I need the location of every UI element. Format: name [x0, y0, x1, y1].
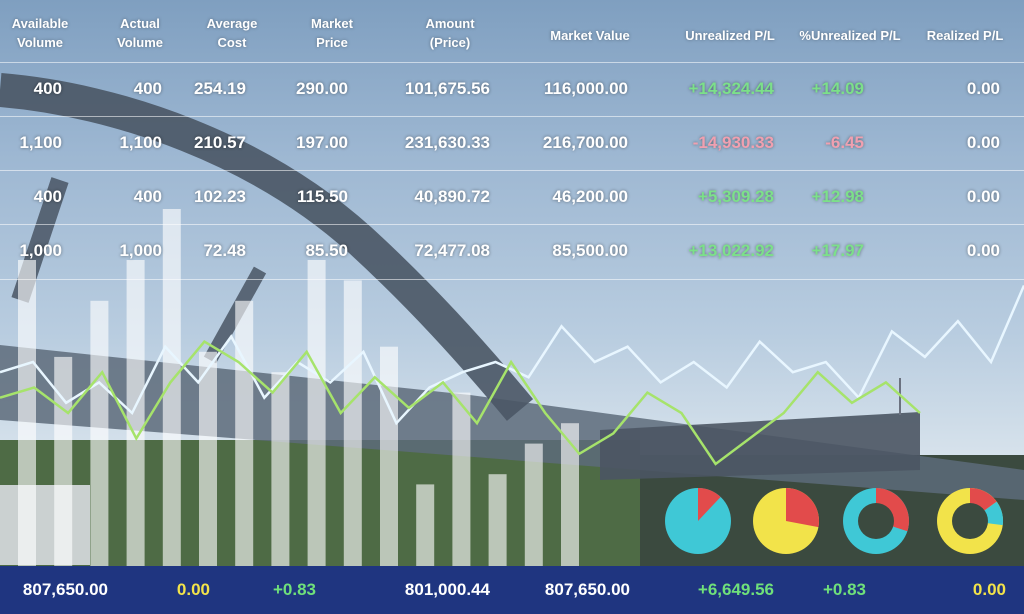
- chart-bar: [343, 280, 362, 566]
- cell-available-volume: 1,000: [19, 241, 62, 260]
- donut-hole: [858, 503, 894, 539]
- chart-bar: [18, 260, 36, 566]
- chart-bar: [452, 392, 471, 566]
- cell-unrealized-pl: -14,930.33: [692, 133, 774, 152]
- cell-realized-pl: 0.00: [966, 133, 1000, 152]
- col-actual-volume: Actual Volume: [117, 16, 163, 50]
- cell-pct-unrealized-pl: +17.97: [811, 241, 864, 260]
- cell-realized-pl: 0.00: [966, 187, 1000, 206]
- chart-bar: [416, 484, 435, 566]
- total-available: 807,650.00: [22, 580, 108, 599]
- col-amount-price: Amount (Price): [425, 16, 475, 50]
- cell-average-cost: 72.48: [203, 241, 246, 260]
- col-realized-pl: Realized P/L: [926, 28, 1004, 43]
- cell-available-volume: 400: [33, 79, 62, 98]
- bridge-wall: [600, 412, 920, 480]
- cell-market-price: 85.50: [305, 241, 348, 260]
- chart-bar: [199, 351, 217, 566]
- col-market-value: Market Value: [550, 28, 630, 43]
- donut-hole: [952, 503, 988, 539]
- cell-pct-unrealized-pl: +14.09: [811, 79, 864, 98]
- cell-realized-pl: 0.00: [966, 241, 1000, 260]
- cell-actual-volume: 400: [133, 79, 162, 98]
- col-average-cost: Average Cost: [206, 16, 258, 50]
- chart-bar: [307, 260, 326, 566]
- cell-market-value: 116,000.00: [543, 79, 628, 98]
- bridge-arch: [0, 73, 534, 421]
- col-unrealized-pl: Unrealized P/L: [685, 28, 775, 43]
- col-pct-unrealized-pl: %Unrealized P/L: [799, 28, 901, 43]
- arch-strut: [203, 266, 267, 364]
- cell-amount-price: 40,890.72: [414, 187, 490, 206]
- total-market-value: 807,650.00: [544, 580, 630, 599]
- chart-line-light: [0, 285, 1024, 426]
- chart-bar: [235, 300, 254, 566]
- table-row: 400 400 102.23 115.50 40,890.72 46,200.0…: [0, 170, 1024, 225]
- cell-available-volume: 400: [33, 187, 62, 206]
- total-amount: 801,000.44: [404, 580, 490, 599]
- total-realized-pl: 0.00: [972, 580, 1006, 599]
- chart-bar: [524, 443, 543, 566]
- table-row: 400 400 254.19 290.00 101,675.56 116,000…: [0, 62, 1024, 117]
- cell-unrealized-pl: +14,324.44: [688, 79, 774, 98]
- cell-amount-price: 231,630.33: [404, 133, 490, 152]
- table-row: 1,000 1,000 72.48 85.50 72,477.08 85,500…: [0, 224, 1024, 280]
- cell-market-value: 216,700.00: [542, 133, 628, 152]
- chart-bar: [90, 300, 109, 566]
- cell-average-cost: 102.23: [194, 187, 246, 206]
- pie-slice: [698, 488, 721, 521]
- cell-market-price: 290.00: [296, 79, 348, 98]
- cell-average-cost: 210.57: [194, 133, 246, 152]
- cell-amount-price: 72,477.08: [414, 241, 490, 260]
- total-pct-change: +0.83: [272, 580, 316, 599]
- table-row: 1,100 1,100 210.57 197.00 231,630.33 216…: [0, 116, 1024, 171]
- cell-pct-unrealized-pl: -6.45: [825, 133, 864, 152]
- chart-line-green: [0, 339, 921, 466]
- cell-average-cost: 254.19: [194, 79, 246, 98]
- chart-bar: [126, 260, 145, 566]
- cell-amount-price: 101,675.56: [404, 79, 490, 98]
- cell-actual-volume: 400: [133, 187, 162, 206]
- chart-bar: [162, 209, 181, 566]
- cell-market-price: 197.00: [296, 133, 348, 152]
- cell-actual-volume: 1,000: [119, 241, 162, 260]
- col-available-volume: Available Volume: [11, 16, 69, 50]
- chart-bar: [271, 372, 290, 566]
- totals-bar: 807,650.00 0.00 +0.83 801,000.44 807,650…: [0, 566, 1024, 614]
- cell-market-price: 115.50: [296, 187, 348, 206]
- chart-bar: [54, 356, 73, 566]
- cell-unrealized-pl: +13,022.92: [688, 241, 774, 260]
- table-header: Available Volume Actual Volume Average Cost…: [0, 0, 1024, 62]
- cell-actual-volume: 1,100: [119, 133, 162, 152]
- cell-market-value: 46,200.00: [552, 187, 628, 206]
- total-unrealized-pl: +6,649.56: [697, 580, 774, 599]
- cell-market-value: 85,500.00: [552, 241, 628, 260]
- chart-bar: [488, 474, 507, 566]
- total-pct-unrealized: +0.83: [822, 580, 866, 599]
- total-zero: 0.00: [176, 580, 210, 599]
- cell-unrealized-pl: +5,309.28: [697, 187, 774, 206]
- chart-bar: [561, 423, 579, 566]
- col-market-price: Market Price: [311, 16, 353, 50]
- cell-pct-unrealized-pl: +12.98: [811, 187, 864, 206]
- cell-realized-pl: 0.00: [966, 79, 1000, 98]
- chart-bar: [380, 346, 398, 566]
- concrete-block: [0, 485, 90, 565]
- cell-available-volume: 1,100: [19, 133, 62, 152]
- pie-slice: [786, 488, 819, 528]
